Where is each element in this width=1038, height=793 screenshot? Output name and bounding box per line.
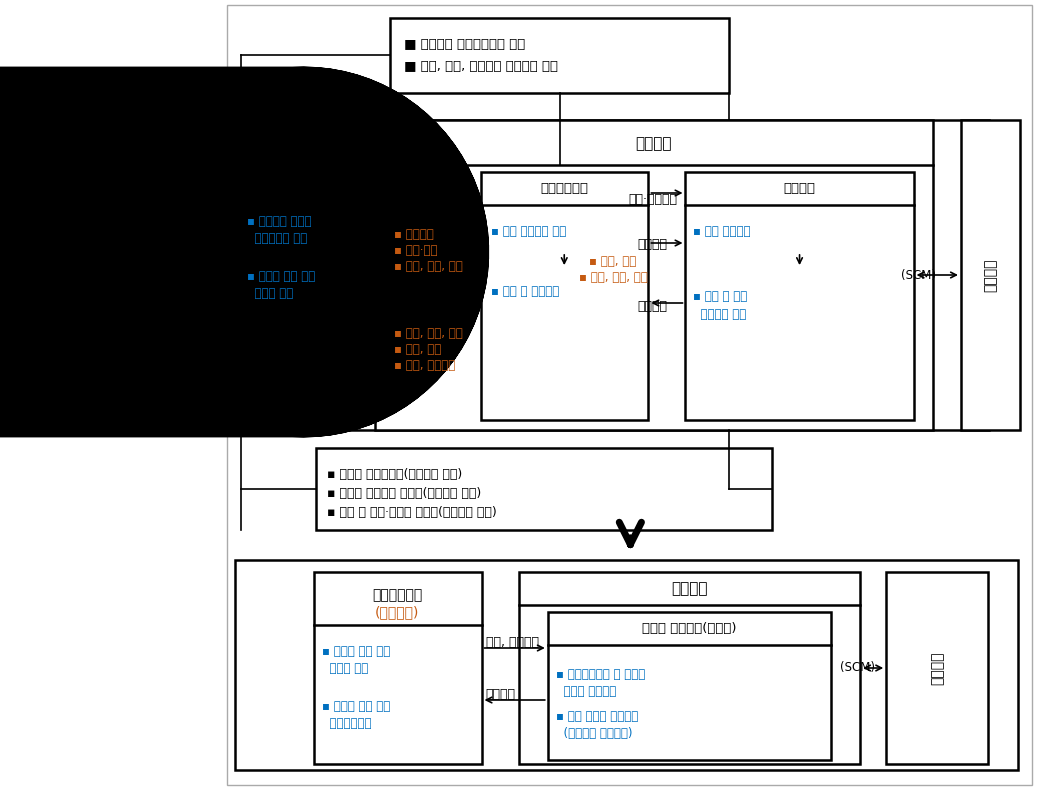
Text: 대규모 도매업체(도매상): 대규모 도매업체(도매상) — [643, 623, 737, 635]
Text: 중도매인 조직: 중도매인 조직 — [693, 308, 746, 321]
Text: (협력업체): (협력업체) — [281, 173, 326, 187]
Text: ▪ 유통 중 감모·폐기량 최소화(유통비용 절감): ▪ 유통 중 감모·폐기량 최소화(유통비용 절감) — [327, 506, 497, 519]
Bar — [236, 560, 1018, 770]
Text: 공급계획: 공급계획 — [637, 238, 667, 251]
Text: 소매시장: 소매시장 — [930, 651, 945, 684]
Bar — [315, 572, 482, 764]
Text: ▪ 품질, 등급: ▪ 품질, 등급 — [394, 343, 441, 356]
Text: 대규모 도매회사: 대규모 도매회사 — [555, 685, 616, 698]
Bar — [390, 18, 729, 93]
Text: ▪ 개별 도매시장 법인: ▪ 개별 도매시장 법인 — [491, 225, 567, 238]
Text: ▪ 시장 내 법인조직: ▪ 시장 내 법인조직 — [491, 285, 559, 298]
Text: ▪ 수확, 저장, 출하: ▪ 수확, 저장, 출하 — [394, 260, 463, 273]
Bar — [481, 172, 649, 420]
Text: 유통인 조직: 유통인 조직 — [322, 662, 368, 675]
Text: 산지법인조직: 산지법인조직 — [322, 717, 372, 730]
Text: 수요(조달)계획: 수요(조달)계획 — [415, 306, 470, 319]
Bar — [886, 572, 988, 764]
Text: ▪ 개별 중도매인: ▪ 개별 중도매인 — [693, 225, 750, 238]
Text: ▪ 시장지배력이 큰 품목별: ▪ 시장지배력이 큰 품목별 — [555, 668, 645, 681]
Bar — [236, 120, 989, 430]
Text: ▪ 품목별 광역 산지: ▪ 품목별 광역 산지 — [322, 645, 390, 658]
Text: ▪ 품목별 광역 산지: ▪ 품목별 광역 산지 — [247, 270, 316, 283]
Text: ▪ 연간, 월간, 주간: ▪ 연간, 월간, 주간 — [394, 327, 463, 340]
Text: ▪ 단기적 수급동기화(가격변동 완화): ▪ 단기적 수급동기화(가격변동 완화) — [327, 468, 463, 481]
Text: (SCM): (SCM) — [840, 661, 874, 675]
Text: 정가·수의매매: 정가·수의매매 — [628, 193, 677, 206]
Text: ■ 거래부문 제휴협력체계 구축: ■ 거래부문 제휴협력체계 구축 — [404, 38, 525, 51]
Bar — [548, 612, 831, 760]
Text: 구매계획: 구매계획 — [486, 688, 516, 701]
Bar — [316, 448, 772, 530]
Text: 산지공급주체: 산지공급주체 — [373, 588, 422, 602]
Text: 산지공급주체: 산지공급주체 — [278, 155, 329, 169]
Text: ▪ 품목별 전국 대표: ▪ 품목별 전국 대표 — [322, 700, 390, 713]
Text: 산지유통인 조직: 산지유통인 조직 — [247, 232, 307, 245]
Text: ■ 물류, 정보, 자본부문 협조체계 구축: ■ 물류, 정보, 자본부문 협조체계 구축 — [404, 60, 557, 73]
Text: ▪ 분산, 저장계획: ▪ 분산, 저장계획 — [394, 359, 456, 372]
Bar — [375, 120, 933, 430]
Text: ▪ 물량, 품질: ▪ 물량, 품질 — [590, 255, 636, 268]
Bar — [241, 128, 366, 423]
Text: (협력업체): (협력업체) — [375, 605, 419, 619]
Text: 소매시장: 소매시장 — [983, 259, 996, 292]
Text: 도매시장: 도매시장 — [635, 136, 673, 151]
Bar — [685, 172, 913, 420]
Text: 수요계획: 수요계획 — [637, 300, 667, 313]
Text: ▪ 전국 품목별 법인조직: ▪ 전국 품목별 법인조직 — [555, 710, 637, 723]
Text: ▪ 작황·품질: ▪ 작황·품질 — [394, 244, 438, 257]
Text: ▪ 단계별 재고물량 최소화(물류비용 절감): ▪ 단계별 재고물량 최소화(물류비용 절감) — [327, 487, 482, 500]
Text: ▪ 법인화된 품목별: ▪ 법인화된 품목별 — [247, 215, 311, 228]
Text: 재배, 출하계획: 재배, 출하계획 — [486, 636, 539, 649]
Text: 재배·출하계획: 재배·출하계획 — [415, 207, 465, 220]
Text: 중도매인: 중도매인 — [784, 182, 816, 196]
Text: 도매시장법인: 도매시장법인 — [540, 182, 589, 196]
Text: (광역단위 법인조직): (광역단위 법인조직) — [555, 727, 632, 740]
Text: ▪ 작부계획: ▪ 작부계획 — [394, 228, 434, 241]
Text: 유통인 조직: 유통인 조직 — [247, 287, 294, 300]
Bar — [961, 120, 1020, 430]
Bar — [519, 572, 861, 764]
Text: ▪ 연간, 월간, 주간: ▪ 연간, 월간, 주간 — [578, 271, 648, 284]
Text: 도매시장: 도매시장 — [672, 581, 708, 596]
Text: (SCM): (SCM) — [901, 269, 936, 282]
Text: ▪ 시장 내 품목: ▪ 시장 내 품목 — [693, 290, 747, 303]
